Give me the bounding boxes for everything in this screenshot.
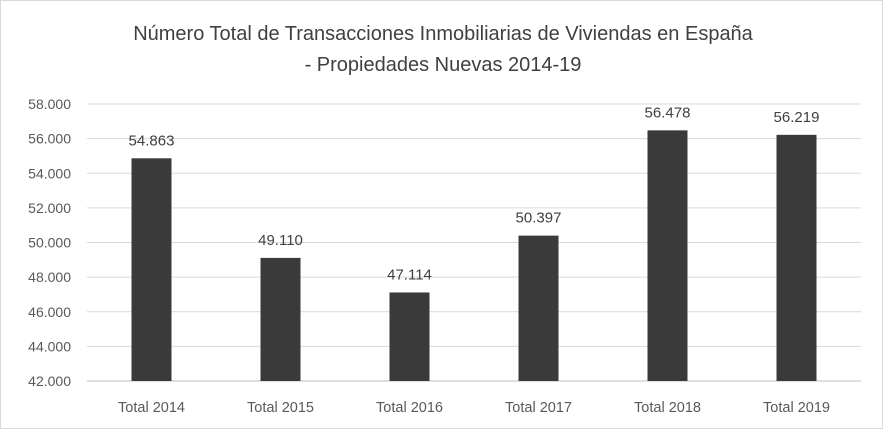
bar [260,257,301,381]
x-category-label: Total 2014 [118,400,185,416]
bars [131,130,817,381]
x-category-label: Total 2015 [247,400,314,416]
data-label: 50.397 [516,210,562,227]
y-tick-label: 58.000 [28,96,71,112]
gridlines [87,103,861,382]
bar [647,130,688,381]
y-tick-label: 56.000 [28,131,71,147]
x-category-label: Total 2018 [634,400,701,416]
y-tick-label: 50.000 [28,235,71,251]
bar [131,158,172,381]
data-label: 47.114 [387,266,432,283]
x-category-label: Total 2019 [763,400,830,416]
y-tick-label: 48.000 [28,269,71,285]
bar [389,292,430,381]
data-labels: 54.863 49.110 47.114 50.397 56.478 56.219 [129,104,820,283]
data-label: 56.478 [645,104,691,121]
data-label: 49.110 [258,232,303,249]
y-tick-label: 54.000 [28,165,71,181]
y-tick-label: 42.000 [28,373,71,389]
chart-title-line-2: - Propiedades Nuevas 2014-19 [305,54,582,76]
y-tick-label: 44.000 [28,338,71,354]
y-axis-ticks: 42.000 44.000 46.000 48.000 50.000 52.000 54.0… [28,96,71,389]
x-axis-categories: Total 2014 Total 2015 Total 2016 Total 2017… [118,400,830,416]
data-label: 56.219 [774,109,820,126]
chart-title-line-1: Número Total de Transacciones Inmobiliar… [133,23,753,45]
bar [518,235,559,381]
x-category-label: Total 2017 [505,400,572,416]
y-tick-label: 52.000 [28,200,71,216]
data-label: 54.863 [129,132,175,149]
y-tick-label: 46.000 [28,304,71,320]
x-category-label: Total 2016 [376,400,443,416]
bar [776,134,817,381]
